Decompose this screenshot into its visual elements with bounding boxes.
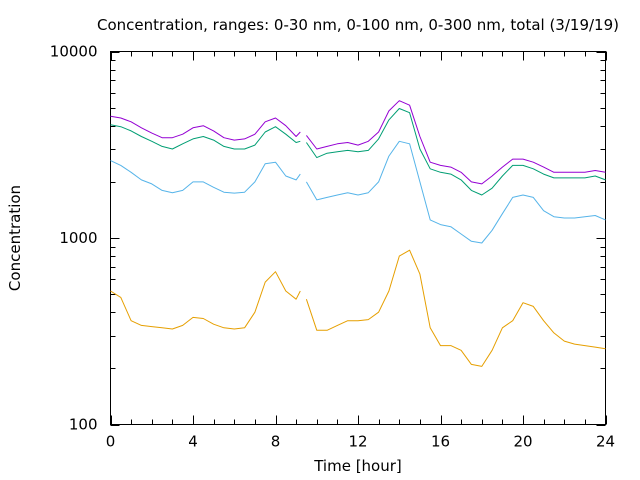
series-1-segment-0	[110, 160, 301, 194]
x-tick-label: 12	[348, 433, 367, 451]
series-line-3	[110, 100, 606, 185]
x-tick-label: 16	[431, 433, 450, 451]
series-2-segment-0	[110, 124, 301, 150]
x-tick-label: 24	[596, 433, 615, 451]
y-axis-title: Concentration	[6, 185, 24, 291]
tick-labels: 0 4 8 12 16 20 24 100 1000 10000	[50, 43, 615, 451]
x-tick-label: 0	[106, 433, 116, 451]
plot-frame	[110, 51, 606, 425]
series-line-2	[110, 108, 606, 196]
series-layer	[110, 100, 606, 367]
series-0-segment-0	[110, 271, 301, 330]
series-line-1	[110, 140, 606, 244]
x-tick-label: 20	[513, 433, 532, 451]
series-3-segment-1	[306, 100, 606, 185]
series-1-segment-1	[305, 140, 606, 244]
y-tick-label: 1000	[59, 229, 97, 247]
x-tick-label: 4	[188, 433, 198, 451]
x-axis-title: Time [hour]	[313, 457, 402, 475]
y-tick-label: 10000	[50, 43, 98, 61]
x-tick-label: 8	[271, 433, 281, 451]
series-2-segment-1	[305, 108, 606, 196]
tick-marks	[110, 51, 607, 426]
series-0-segment-1	[305, 249, 606, 367]
chart-title: Concentration, ranges: 0-30 nm, 0-100 nm…	[97, 16, 619, 34]
series-3-segment-0	[110, 115, 301, 141]
series-line-0	[110, 249, 606, 367]
y-tick-label: 100	[69, 416, 98, 434]
